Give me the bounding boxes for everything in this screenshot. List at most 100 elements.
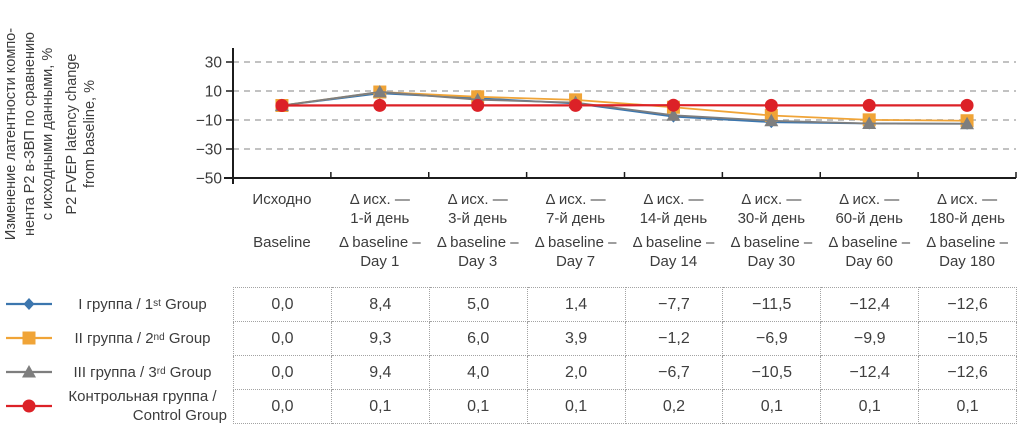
column-header-line-ru: Исходно	[252, 191, 312, 208]
table-cell: −12,4	[820, 355, 920, 390]
legend-text: Group	[160, 295, 207, 313]
legend-text: Group	[164, 329, 211, 347]
table-cell: 2,0	[526, 355, 626, 390]
y-tick-label: −30	[196, 142, 223, 159]
column-header-line-ru: Δ исх. —	[937, 191, 998, 208]
table-cell: −11,5	[722, 287, 822, 322]
line-chart: 30 10 −10 −30 −50	[196, 48, 1017, 188]
legend-circle-marker	[22, 399, 36, 413]
series-4-circle-marker	[373, 98, 387, 112]
table-cell: 8,4	[330, 287, 430, 322]
legend-item: I группа / 1st Group	[0, 287, 231, 321]
table-row: 0,0 8,4 5,0 1,4 −7,7 −11,5 −12,4 −12,6	[233, 287, 1017, 322]
table-cell: −10,5	[722, 355, 822, 390]
legend-circle-icon	[6, 399, 52, 413]
table-cell: −12,4	[820, 287, 920, 322]
column-header-line-en: Δ baseline –	[926, 234, 1008, 251]
series-4-circle-marker	[666, 98, 680, 112]
ordinal-superscript: nd	[153, 331, 165, 343]
table-cell: 0,0	[233, 389, 332, 424]
table-cell: 0,1	[330, 389, 430, 424]
series-4-circle-marker	[960, 98, 974, 112]
column-header-line-en: Δ baseline –	[828, 234, 911, 251]
table-cell: 3,9	[526, 321, 626, 356]
legend: I группа / 1st Group II группа / 2nd Grou…	[0, 287, 231, 425]
table-cell: 0,2	[624, 389, 724, 424]
series-line-3	[281, 90, 968, 125]
legend-square-marker	[22, 331, 36, 345]
column-header: Δ исх. — 14-й день Δ baseline – Day 14	[625, 183, 723, 283]
column-header-line-en: Δ baseline –	[632, 234, 715, 251]
table-cell: 0,1	[820, 389, 920, 424]
table-cell: 0,0	[233, 287, 332, 322]
table-cell: −9,9	[820, 321, 920, 356]
column-header-line-en: Δ baseline –	[730, 234, 813, 251]
legend-label: I группа / 1st Group	[58, 295, 231, 314]
column-header-line-en: Day 14	[649, 253, 698, 270]
table-cell: −6,9	[722, 321, 822, 356]
column-header-line-en: Day 180	[939, 253, 995, 270]
column-header-line-ru: 1-й день	[350, 210, 410, 227]
legend-square-icon	[6, 331, 52, 345]
ordinal-superscript: st	[153, 297, 161, 309]
table-cell: 0,1	[526, 389, 626, 424]
y-tick-label: −10	[196, 113, 223, 130]
column-header: Δ исх. — 180-й день Δ baseline – Day 180	[918, 183, 1016, 283]
legend-diamond-marker	[23, 298, 35, 310]
table-cell: 0,1	[722, 389, 822, 424]
column-header: Δ исх. — 60-й день Δ baseline – Day 60	[820, 183, 918, 283]
table-cell: 0,0	[233, 321, 332, 356]
column-header-line-ru: 3-й день	[448, 210, 508, 227]
series-4-circle-marker	[569, 98, 583, 112]
legend-item: Контрольная группа / Control Group	[0, 387, 231, 425]
series-3-triangle-marker	[666, 108, 681, 121]
legend-label: III группа / 3rd Group	[58, 363, 231, 382]
table-cell: 0,1	[918, 389, 1017, 424]
table-cell: −10,5	[918, 321, 1017, 356]
table-cell: 0,0	[233, 355, 332, 390]
column-header-line-ru: Δ исх. —	[741, 191, 802, 208]
column-header-line-en: Δ baseline –	[534, 234, 617, 251]
column-header-line-en: Day 3	[458, 253, 498, 270]
legend-label-line: I группа / 1st Group	[58, 295, 227, 314]
legend-label-line: Контрольная группа /	[58, 387, 227, 406]
column-header-line-ru: Δ исх. —	[839, 191, 900, 208]
legend-text: II группа / 2	[74, 329, 154, 347]
legend-label-line: II группа / 2nd Group	[58, 329, 227, 348]
legend-label-line: III группа / 3rd Group	[58, 363, 227, 382]
column-header-line-en: Baseline	[253, 234, 311, 251]
column-header-line-en: Day 1	[360, 253, 400, 270]
y-tick-label: 10	[205, 84, 223, 101]
series-3-triangle-marker	[960, 116, 975, 130]
legend-triangle-marker	[22, 365, 36, 378]
data-table-wrap: 0,0 8,4 5,0 1,4 −7,7 −11,5 −12,4 −12,6 0,0 9,3 6,0…	[233, 287, 1017, 424]
column-header-line-ru: Δ исх. —	[545, 191, 606, 208]
legend-label: Контрольная группа / Control Group	[58, 387, 231, 425]
column-header-line-en: Day 60	[845, 253, 893, 270]
series-3-triangle-marker	[372, 84, 387, 98]
column-header: Δ исх. — 3-й день Δ baseline – Day 3	[429, 183, 527, 283]
legend-diamond-icon	[6, 298, 52, 310]
column-header-line-en: Δ baseline –	[338, 234, 421, 251]
ordinal-superscript: rd	[156, 365, 166, 377]
series-3-triangle-marker	[764, 113, 779, 127]
column-header: Исходно Baseline	[233, 183, 331, 283]
table-cell: 1,4	[526, 287, 626, 322]
table-row: 0,0 9,3 6,0 3,9 −1,2 −6,9 −9,9 −10,5	[233, 321, 1017, 356]
column-header-line-ru: Δ исх. —	[349, 191, 410, 208]
legend-text: III группа / 3	[73, 363, 157, 381]
table-row: 0,0 9,4 4,0 2,0 −6,7 −10,5 −12,4 −12,6	[233, 355, 1017, 390]
column-header-line-en: Day 30	[747, 253, 796, 270]
column-header-line-ru	[233, 209, 331, 228]
legend-text: Контрольная группа /	[68, 388, 217, 405]
legend-text: Group	[165, 363, 212, 381]
column-header: Δ исх. — 1-й день Δ baseline – Day 1	[331, 183, 429, 283]
column-header-line-ru: 14-й день	[639, 210, 708, 227]
column-header-line-ru: 30-й день	[737, 210, 806, 227]
column-header-line-ru: Δ исх. —	[643, 191, 704, 208]
column-header-line-ru: 180-й день	[929, 210, 1005, 227]
table-cell: 9,4	[330, 355, 430, 390]
table-cell: −12,6	[918, 355, 1017, 390]
legend-text: I группа / 1	[78, 295, 154, 313]
